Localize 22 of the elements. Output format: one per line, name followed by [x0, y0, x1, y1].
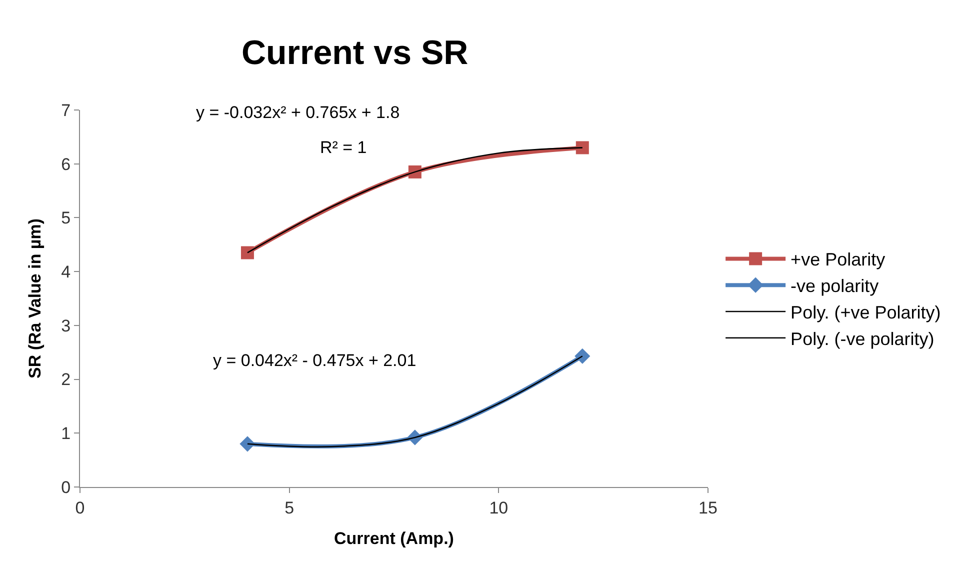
y-axis-title: SR (Ra Value in µm): [26, 218, 45, 378]
y-tick-label: 4: [61, 262, 71, 282]
x-tick-label: 0: [75, 498, 85, 518]
legend-label: -ve polarity: [790, 276, 879, 296]
y-tick-label: 6: [61, 154, 71, 174]
annotation: y = -0.032x² + 0.765x + 1.8: [196, 103, 400, 122]
chart-title: Current vs SR: [241, 34, 468, 72]
annotation: R² = 1: [320, 138, 367, 157]
y-tick-label: 2: [61, 370, 71, 390]
x-tick-label: 10: [489, 498, 508, 518]
x-axis-title: Current (Amp.): [334, 528, 454, 548]
annotation: y = 0.042x² - 0.475x + 2.01: [213, 351, 416, 370]
legend-label: +ve Polarity: [790, 250, 886, 270]
x-tick-label: 5: [284, 498, 294, 518]
legend-label: Poly. (+ve Polarity): [790, 302, 941, 323]
legend-label: Poly. (-ve polarity): [790, 328, 934, 349]
y-tick-label: 0: [61, 478, 71, 497]
y-tick-label: 1: [61, 424, 71, 444]
y-tick-label: 3: [61, 316, 71, 336]
y-tick-label: 7: [61, 100, 71, 120]
y-tick-label: 5: [61, 208, 71, 228]
x-tick-label: 15: [698, 498, 718, 518]
